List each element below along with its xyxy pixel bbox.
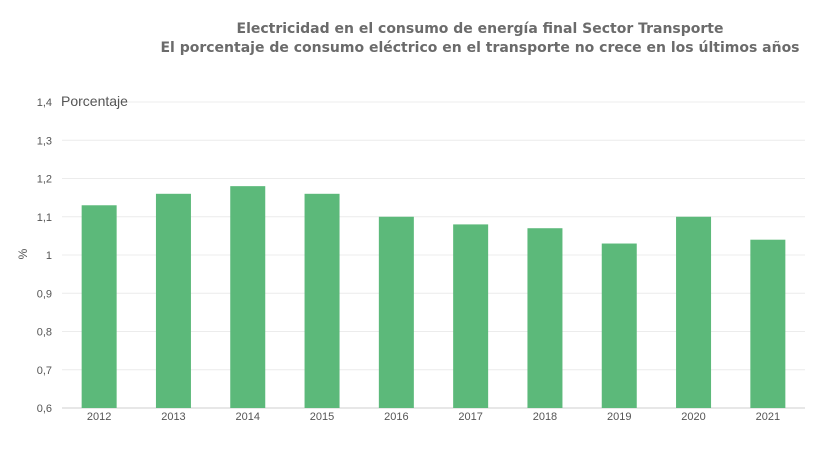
bar-2015[interactable] — [304, 193, 340, 408]
bar-2019[interactable] — [601, 243, 637, 408]
bars — [81, 186, 786, 408]
y-axis-label: % — [16, 248, 30, 259]
y-tick-label: 0,6 — [37, 403, 52, 415]
bar-2013[interactable] — [155, 193, 191, 408]
y-tick-label: 0,8 — [37, 327, 52, 339]
x-tick-label: 2017 — [458, 411, 482, 423]
chart-title-block: Electricidad en el consumo de energía fi… — [0, 20, 828, 58]
y-tick-label: 1,1 — [37, 212, 52, 224]
bar-2017[interactable] — [453, 224, 489, 408]
y-tick-label: 0,9 — [37, 288, 52, 300]
bar-2020[interactable] — [676, 216, 712, 408]
x-tick-label: 2014 — [236, 411, 260, 423]
bar-2012[interactable] — [81, 205, 117, 408]
y-axis: 0,6 0,7 0,8 0,9 1 1,1 1,2 1,3 1,4 — [37, 97, 52, 415]
x-tick-label: 2012 — [87, 411, 111, 423]
x-axis: 2012 2013 2014 2015 2016 2017 2018 2019 2020 2021 — [87, 411, 780, 423]
y-tick-label: 1 — [46, 250, 52, 262]
bar-2021[interactable] — [750, 239, 786, 408]
x-tick-label: 2015 — [310, 411, 334, 423]
x-tick-label: 2013 — [161, 411, 185, 423]
y-tick-label: 0,7 — [37, 365, 52, 377]
series-label: Porcentaje — [61, 93, 128, 109]
y-tick-label: 1,3 — [37, 135, 52, 147]
x-tick-label: 2021 — [756, 411, 780, 423]
y-tick-label: 1,2 — [37, 174, 52, 186]
x-tick-label: 2019 — [607, 411, 631, 423]
x-tick-label: 2016 — [384, 411, 408, 423]
bar-2016[interactable] — [378, 216, 414, 408]
x-tick-label: 2020 — [681, 411, 705, 423]
bar-2018[interactable] — [527, 228, 563, 408]
chart-title: Electricidad en el consumo de energía fi… — [236, 21, 724, 37]
chart-subtitle: El porcentaje de consumo eléctrico en el… — [160, 40, 800, 56]
x-tick-label: 2018 — [533, 411, 557, 423]
y-tick-label: 1,4 — [37, 97, 52, 109]
bar-2014[interactable] — [230, 186, 266, 408]
